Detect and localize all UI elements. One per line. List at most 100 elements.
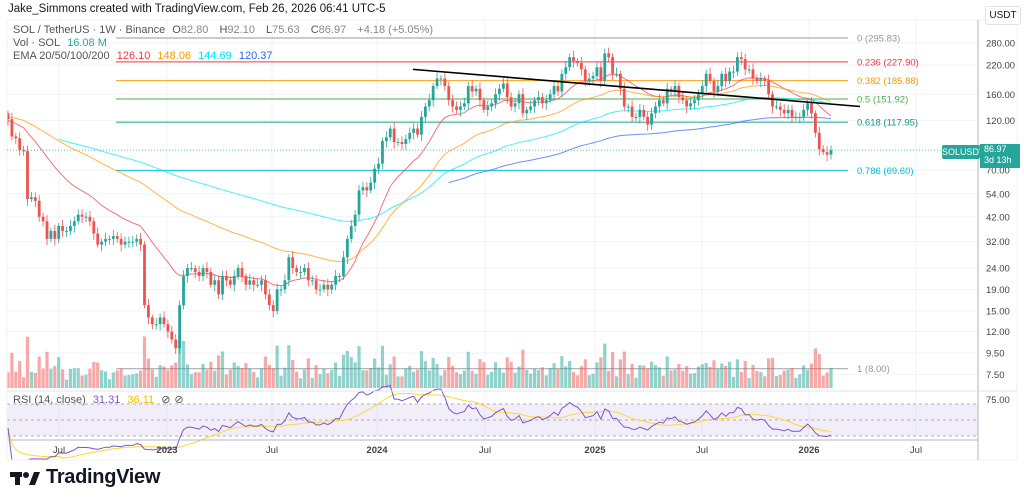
candle-body bbox=[735, 57, 739, 72]
candle-body bbox=[599, 67, 603, 81]
price-tick: 12.00 bbox=[986, 327, 1010, 338]
candle-body bbox=[334, 276, 338, 285]
candle-body bbox=[295, 268, 299, 272]
grid bbox=[7, 20, 978, 440]
volume-bar bbox=[158, 365, 162, 388]
volume-bar bbox=[529, 373, 533, 388]
candle-body bbox=[209, 271, 213, 285]
candle-body bbox=[166, 324, 170, 332]
rsi-ma-value: 36.11 bbox=[127, 394, 155, 406]
volume-bar bbox=[774, 376, 778, 388]
candle-body bbox=[127, 241, 131, 243]
volume-bar bbox=[217, 355, 221, 388]
candle-body bbox=[724, 73, 728, 81]
candle-body bbox=[540, 97, 544, 104]
volume-bar bbox=[41, 368, 45, 388]
volume-bar bbox=[786, 369, 790, 388]
volume-bar bbox=[443, 370, 447, 388]
ema-label[interactable]: EMA 20/50/100/200 bbox=[13, 50, 110, 62]
ema200-line bbox=[448, 116, 832, 184]
tradingview-logo[interactable]: TradingView bbox=[10, 466, 160, 489]
candle-body bbox=[423, 106, 427, 117]
volume-bar bbox=[700, 364, 704, 388]
candle-body bbox=[236, 268, 240, 277]
candle-body bbox=[790, 109, 794, 117]
time-tick: Jul bbox=[479, 445, 491, 456]
candle-body bbox=[108, 238, 111, 240]
last-price-symbol: SOLUSDT bbox=[942, 145, 985, 159]
time-tick: Jul bbox=[266, 445, 278, 456]
volume-bar bbox=[782, 370, 786, 388]
volume-bar bbox=[25, 336, 30, 388]
volume-bar bbox=[310, 378, 314, 388]
volume-bar bbox=[166, 370, 170, 388]
time-tick: 2023 bbox=[156, 445, 177, 456]
volume-bar bbox=[552, 363, 556, 388]
candle-body bbox=[696, 94, 700, 101]
candle-body bbox=[197, 271, 201, 277]
candle-body bbox=[18, 138, 22, 151]
volume-bar bbox=[337, 376, 342, 388]
currency-label[interactable]: USDT bbox=[985, 6, 1021, 25]
volume-bar bbox=[365, 370, 369, 388]
candle-body bbox=[158, 317, 162, 325]
volume-bar bbox=[536, 370, 541, 388]
close-label: C bbox=[310, 24, 319, 36]
volume-bar bbox=[587, 375, 591, 388]
candle-body bbox=[657, 100, 661, 107]
rsi-band bbox=[7, 404, 978, 436]
volume-bar bbox=[661, 375, 665, 388]
candle-body bbox=[782, 109, 786, 114]
candle-body bbox=[37, 200, 41, 217]
chart-credit: Jake_Simmons created with TradingView.co… bbox=[8, 3, 386, 15]
symbol-info[interactable]: SOL / TetherUS · 1W · Binance bbox=[13, 24, 166, 36]
candle-body bbox=[634, 116, 638, 118]
volume-bar bbox=[669, 370, 673, 388]
volume-bar bbox=[267, 364, 271, 388]
volume-bar bbox=[603, 343, 607, 388]
volume-bar bbox=[357, 346, 361, 388]
volume-bar bbox=[482, 362, 486, 388]
candles bbox=[6, 47, 833, 355]
candle-body bbox=[802, 109, 806, 117]
candle-body bbox=[150, 317, 154, 325]
volume-bar bbox=[708, 366, 712, 388]
price-tick: 280.00 bbox=[986, 39, 1015, 50]
candle-body bbox=[587, 78, 591, 81]
candle-body bbox=[689, 103, 692, 107]
candle-body bbox=[712, 80, 716, 92]
candle-body bbox=[685, 100, 689, 107]
candle-body bbox=[654, 106, 657, 114]
candle-body bbox=[556, 86, 560, 92]
ema200-value: 120.37 bbox=[238, 50, 273, 62]
candle-body bbox=[45, 221, 49, 239]
volume-bar bbox=[642, 365, 646, 388]
candle-body bbox=[345, 238, 349, 258]
volume-bar bbox=[521, 349, 525, 388]
trendline[interactable] bbox=[412, 68, 861, 108]
candle-body bbox=[256, 284, 260, 286]
volume-bar bbox=[532, 368, 537, 388]
volume-bar bbox=[404, 368, 408, 388]
volume-bar bbox=[298, 378, 303, 388]
volume-label[interactable]: Vol · SOL bbox=[13, 37, 61, 49]
candle-body bbox=[310, 280, 314, 282]
volume-bar bbox=[271, 368, 275, 388]
candle-body bbox=[486, 106, 490, 110]
hidden-value-icon: ⊘ bbox=[174, 394, 184, 406]
high-value: 92.10 bbox=[227, 24, 255, 36]
time-tick: 2024 bbox=[366, 445, 388, 456]
candle-body bbox=[728, 71, 731, 81]
volume-bar bbox=[142, 336, 147, 388]
volume-bar bbox=[493, 362, 498, 388]
candle-body bbox=[104, 238, 107, 242]
volume-bar bbox=[794, 377, 798, 388]
candle-body bbox=[462, 103, 466, 107]
volume-bar bbox=[213, 370, 217, 388]
candle-body bbox=[201, 268, 205, 277]
candle-body bbox=[806, 103, 809, 110]
rsi-label[interactable]: RSI (14, close) bbox=[13, 394, 86, 406]
volume-bar bbox=[154, 376, 158, 388]
candle-body bbox=[665, 88, 669, 104]
